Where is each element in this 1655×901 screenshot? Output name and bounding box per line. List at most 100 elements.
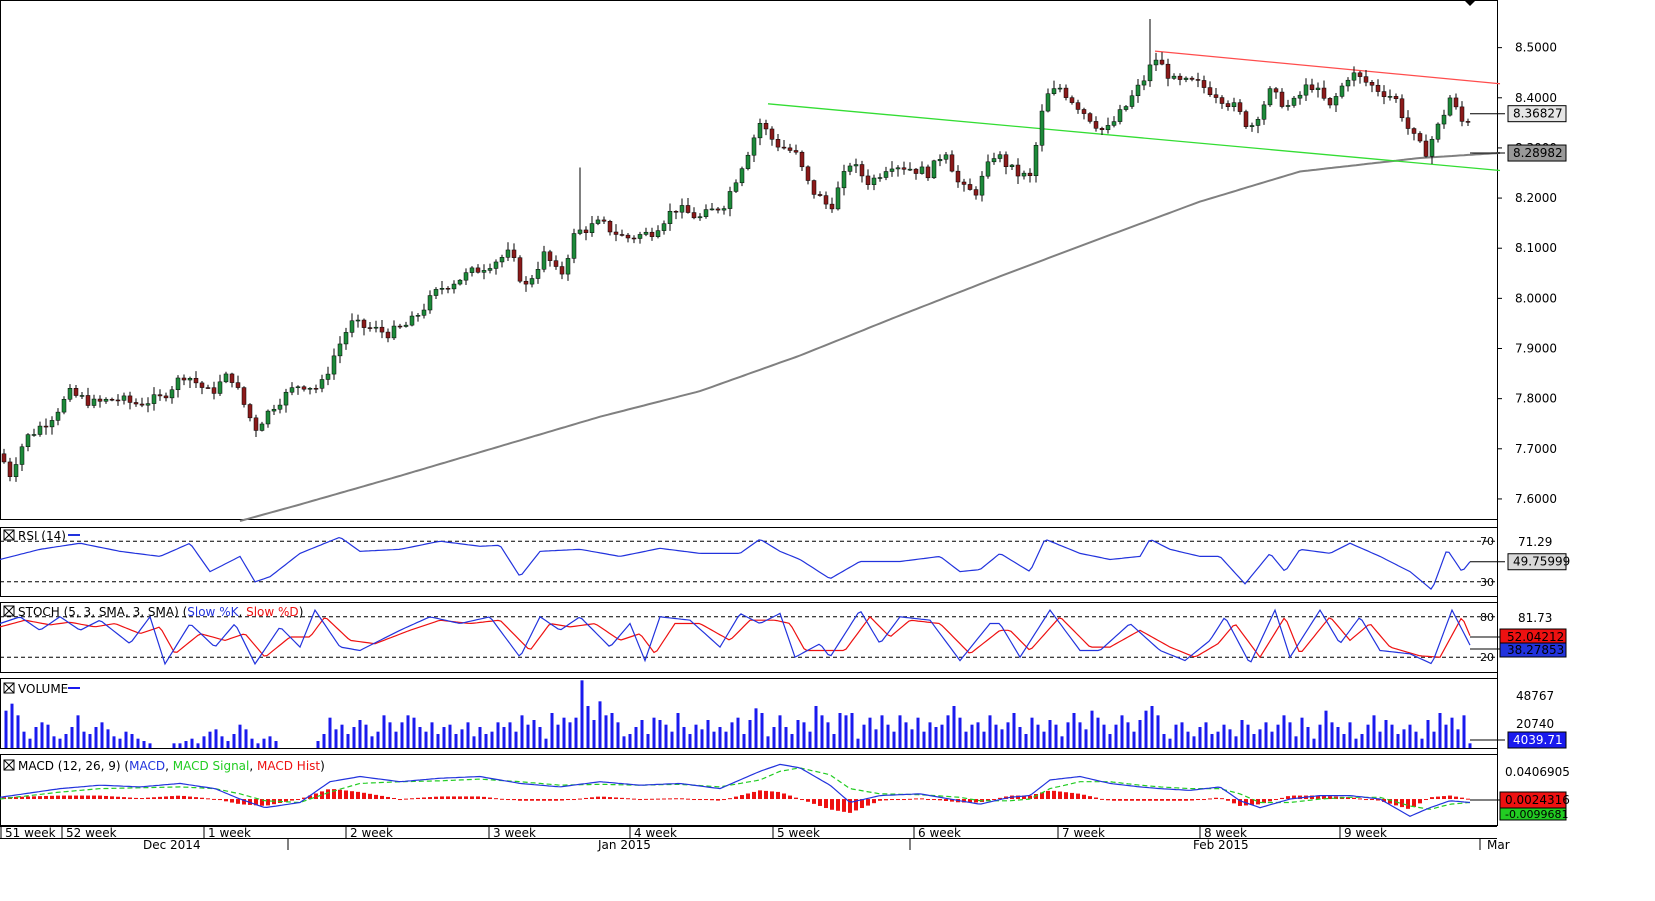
candle-body [793,150,799,153]
macd-hist-bar [1412,799,1416,807]
macd-hist-bar [1208,798,1212,800]
volume-bar [850,713,854,748]
rsi-collapse-cross [3,529,15,541]
macd-hist-bar [926,799,930,801]
candle-body [979,175,985,196]
macd-hist-bar [902,799,906,801]
macd-hist-bar [812,799,816,804]
macd-hist-bar [356,791,360,800]
candle-body [1273,88,1279,93]
candle-body [715,208,721,211]
candle-body [1333,96,1339,106]
volume-bar [1090,710,1094,748]
volume-bar [904,722,908,748]
candle-body [1357,72,1363,77]
macd-hist-bar [116,796,120,800]
candle-body [643,231,649,235]
stoch-d-line [0,615,1471,659]
macd-hist-bar [128,797,132,800]
volume-bar [478,727,482,748]
macd-hist-bar [104,795,108,800]
candle-body [1021,172,1027,177]
volume-bar [1312,738,1316,748]
candle-body [175,377,181,391]
month-label: Dec 2014 [143,838,201,852]
candle-body [805,166,811,181]
candle-body [1183,77,1189,80]
stoch-header[interactable]: STOCH (5, 3, SMA, 3, SMA) (Slow %K, Slow… [3,605,303,619]
volume-bar [388,722,392,748]
macd-hist-bar [626,798,630,800]
macd-hist-bar [122,797,126,800]
macd-hist-bar [368,793,372,800]
volume-bar [232,734,236,748]
volume-bar [1222,724,1226,748]
volume-bar [976,722,980,748]
candle-body [235,382,241,388]
macd-hist-bar [68,795,72,800]
candle-body [649,231,655,237]
volume-bar [520,715,524,748]
macd-hist-bar [896,799,900,801]
candle-body [1369,82,1375,86]
stoch-level-label: 20 [1480,651,1494,664]
volume-bar [418,727,422,748]
candle-body [1075,102,1081,110]
macd-hist-bar [1358,798,1362,800]
x-axis: 51 week 52 week 1 week 2 week 3 week 4 week 5 … [0,826,1510,852]
macd-hist-bar [284,799,288,802]
macd-hist-bar [1226,799,1230,801]
candle-body [193,377,199,384]
candle-body [163,395,169,399]
candle-body [283,391,289,406]
volume-bar [688,734,692,748]
volume-bar [430,722,434,748]
candle-body [1189,77,1195,80]
candle-body [49,420,55,428]
macd-hist-bar [1094,797,1098,800]
volume-bar [1234,736,1238,748]
macd-header[interactable]: MACD (12, 26, 9) (MACD, MACD Signal, MAC… [3,759,325,773]
candle-body [853,164,859,167]
volume-bar [148,743,152,748]
candle-body [73,388,79,396]
candle-body [1141,80,1147,86]
stoch-k-line [0,608,1471,666]
candle-body [13,464,19,477]
price-tick-label: 7.7000 [1515,442,1557,456]
candle-body [169,389,175,399]
macd-hist-bar [1172,799,1176,801]
volume-bar [1402,729,1406,748]
macd-hist-bar [1436,796,1440,800]
macd-hist-bar [1292,795,1296,800]
volume-bar [1156,715,1160,748]
candle-body [493,261,499,269]
candle-body [1309,84,1315,90]
candle-body [931,160,937,179]
macd-hist-bar [92,795,96,800]
macd-hist-bar [824,799,828,809]
macd-hist-bar [1454,796,1458,800]
volume-bar [832,734,836,748]
volume-bar [1120,715,1124,748]
macd-hist-bar [32,796,36,800]
macd-hist-bar [908,798,912,800]
macd-hist-bar [44,795,48,800]
macd-hist-bar [1232,799,1236,804]
volume-bar [496,722,500,748]
macd-hist-bar [152,797,156,800]
macd-hist-bar [632,798,636,800]
candle-body [1225,103,1231,107]
volume-bar [244,729,248,748]
candle-body [1327,98,1333,106]
volume-bar [322,734,326,748]
volume-bar [1216,731,1220,748]
candle-body [433,289,439,296]
candle-body [943,154,949,160]
rsi-header[interactable]: RSI (14) [3,529,80,543]
candle-body [919,166,925,174]
macd-hist-bar [794,797,798,800]
sma-price-label: 8.28982 [1513,146,1563,160]
scroll-marker-icon[interactable] [1464,0,1476,6]
volume-header[interactable]: VOLUME [3,682,80,696]
